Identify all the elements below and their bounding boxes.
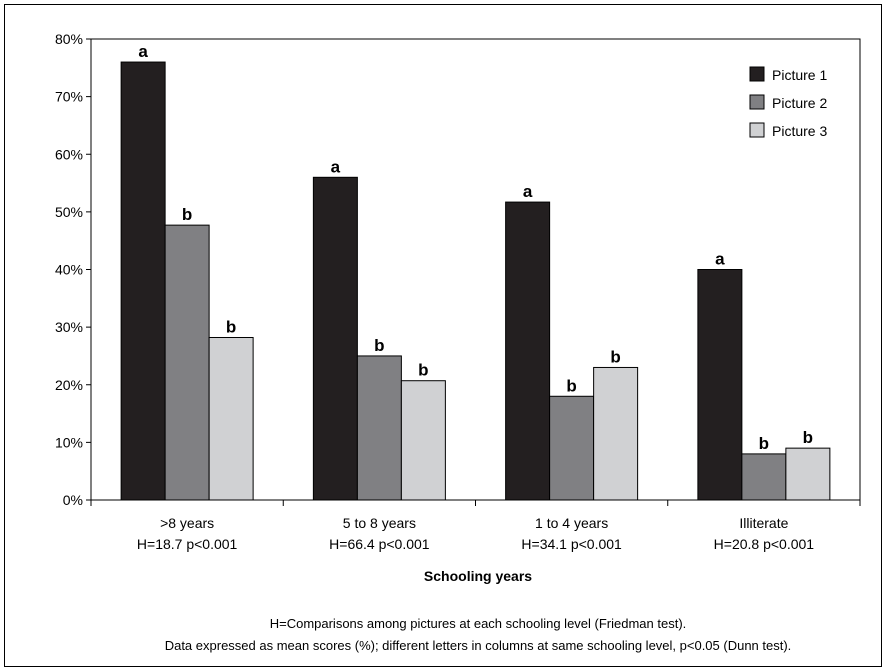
bar <box>785 447 831 501</box>
bar <box>697 269 743 501</box>
x-tick-label: Illiterate <box>739 515 788 531</box>
bar <box>120 61 166 501</box>
y-tick-label: 80% <box>55 31 83 47</box>
plot-area: 0% 10% 20% 30% 40% 50% 60% 70% 80% a b b >8 years H=1… <box>55 31 861 552</box>
bar-significance-letter: b <box>182 205 192 224</box>
y-tick-label: 10% <box>55 434 83 450</box>
legend-label: Picture 2 <box>772 95 827 111</box>
legend-swatch <box>749 122 765 138</box>
y-tick-label: 40% <box>55 262 83 278</box>
chart-legend: Picture 1 Picture 2 Picture 3 <box>749 66 827 139</box>
legend-swatch <box>749 66 765 82</box>
x-tick-label: >8 years <box>160 515 214 531</box>
legend-label: Picture 1 <box>772 67 827 83</box>
bar-significance-letter: b <box>803 428 813 447</box>
bar-significance-letter: a <box>523 182 533 201</box>
bar <box>400 380 446 501</box>
y-tick-label: 60% <box>55 146 83 162</box>
y-tick-label: 50% <box>55 204 83 220</box>
footnote-line-1: H=Comparisons among pictures at each sch… <box>270 616 687 631</box>
bar-significance-letter: b <box>226 317 236 336</box>
x-tick-label: 5 to 8 years <box>343 515 416 531</box>
x-category-stat: H=66.4 p<0.001 <box>329 536 430 552</box>
bar <box>741 453 787 501</box>
footnote-line-2: Data expressed as mean scores (%); diffe… <box>165 638 792 653</box>
x-category-stat: H=34.1 p<0.001 <box>521 536 622 552</box>
x-tick-label: 1 to 4 years <box>535 515 608 531</box>
legend-label: Picture 3 <box>772 123 827 139</box>
bar <box>593 366 639 501</box>
y-tick-label: 0% <box>63 492 83 508</box>
x-axis-title: Schooling years <box>424 568 532 584</box>
x-category-stat: H=20.8 p<0.001 <box>714 536 815 552</box>
bar <box>312 176 358 501</box>
bar <box>164 224 210 501</box>
bar <box>356 355 402 501</box>
bar-significance-letter: a <box>331 157 341 176</box>
bar <box>505 201 551 501</box>
bar-significance-letter: b <box>374 336 384 355</box>
legend-swatch <box>749 94 765 110</box>
bar-significance-letter: b <box>610 347 620 366</box>
x-category-stat: H=18.7 p<0.001 <box>137 536 238 552</box>
bar-significance-letter: a <box>715 250 725 269</box>
bar-significance-letter: b <box>418 361 428 380</box>
bar <box>549 395 595 501</box>
bar-significance-letter: b <box>759 434 769 453</box>
y-tick-label: 70% <box>55 89 83 105</box>
bar-significance-letter: a <box>138 42 148 61</box>
y-tick-label: 30% <box>55 319 83 335</box>
bar-significance-letter: b <box>566 376 576 395</box>
y-tick-label: 20% <box>55 377 83 393</box>
bar <box>208 336 254 501</box>
